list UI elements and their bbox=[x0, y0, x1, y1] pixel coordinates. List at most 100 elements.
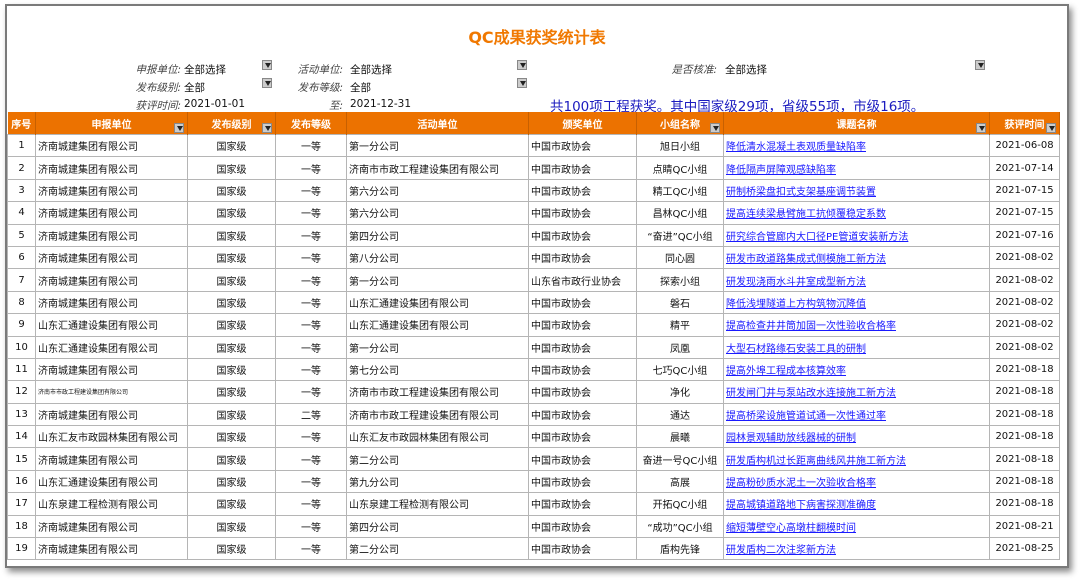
cell-topic[interactable]: 降低浅埋隧道上方构筑物沉降值 bbox=[723, 290, 990, 315]
filter-dropdown-icon[interactable] bbox=[1046, 123, 1056, 133]
topic-link[interactable]: 降低隔声屏障观感缺陷率 bbox=[726, 164, 836, 176]
cell-topic[interactable]: 大型石材路缘石安装工具的研制 bbox=[723, 335, 990, 359]
cell-topic[interactable]: 降低清水混凝土表观质量缺陷率 bbox=[723, 133, 990, 158]
cell-team: 探索小组 bbox=[636, 268, 724, 292]
cell-topic[interactable]: 提高桥梁设施管道试通一次性通过率 bbox=[723, 402, 990, 427]
topic-link[interactable]: 研制桥梁盘扣式支架基座调节装置 bbox=[726, 186, 876, 198]
topic-link[interactable]: 研发市政道路集成式侧模施工新方法 bbox=[726, 254, 886, 266]
cell-topic[interactable]: 研发现浇雨水斗井室成型新方法 bbox=[723, 268, 990, 292]
cell-topic[interactable]: 缩短薄壁空心高墩柱翻模时间 bbox=[723, 514, 990, 539]
topic-link[interactable]: 研究综合管廊内大口径PE管道安装新方法 bbox=[726, 231, 909, 243]
topic-link[interactable]: 提高检查井井筒加固一次性验收合格率 bbox=[726, 321, 896, 333]
cell-team: 磐石 bbox=[636, 290, 724, 315]
cell-level: 国家级 bbox=[187, 380, 276, 404]
cell-index: 4 bbox=[7, 201, 36, 225]
topic-link[interactable]: 缩短薄壁空心高墩柱翻模时间 bbox=[726, 522, 856, 534]
activity-filter-value: 全部选择 bbox=[350, 64, 392, 76]
approved-dropdown-icon[interactable] bbox=[975, 60, 985, 70]
level-dropdown-icon[interactable] bbox=[262, 78, 272, 88]
cell-awarder: 山东省市政行业协会 bbox=[528, 268, 637, 292]
cell-topic[interactable]: 研发市政道路集成式侧模施工新方法 bbox=[723, 245, 990, 270]
cell-level: 国家级 bbox=[187, 447, 276, 471]
cell-activity: 第二分公司 bbox=[346, 447, 529, 471]
cell-awarder: 中国市政协会 bbox=[528, 313, 637, 337]
grade-dropdown-icon[interactable] bbox=[517, 78, 527, 88]
cell-index: 16 bbox=[7, 469, 36, 494]
table-row: 3 济南城建集团有限公司 国家级 一等 第六分公司 中国市政协会 精工QC小组 研制桥梁盘扣式… bbox=[7, 178, 1060, 203]
cell-activity: 第七分公司 bbox=[346, 357, 529, 382]
cell-activity: 第一分公司 bbox=[346, 268, 529, 292]
topic-link[interactable]: 研发闸门井与泵站改水连接施工新方法 bbox=[726, 388, 896, 400]
table-row: 5 济南城建集团有限公司 国家级 一等 第四分公司 中国市政协会 “奋进”QC小组 研究综合管… bbox=[7, 223, 1060, 247]
table-row: 15 济南城建集团有限公司 国家级 一等 第二分公司 中国市政协会 奋进一号QC小组 研发盾构… bbox=[7, 447, 1060, 471]
table-row: 13 济南城建集团有限公司 国家级 二等 济南市市政工程建设集团有限公司 中国市政协会 通达… bbox=[7, 402, 1060, 427]
topic-link[interactable]: 研发盾构二次注浆新方法 bbox=[726, 545, 836, 557]
cell-index: 18 bbox=[7, 514, 36, 539]
cell-applicant: 济南城建集团有限公司 bbox=[35, 290, 188, 315]
activity-dropdown-icon[interactable] bbox=[517, 60, 527, 70]
table-row: 12 济南市市政工程建设集团有限公司 国家级 一等 济南市市政工程建设集团有限公司 中国市… bbox=[7, 380, 1060, 404]
date-from-input[interactable]: 2021-01-01 bbox=[184, 98, 246, 110]
topic-link[interactable]: 提高连续梁悬臂施工抗倾覆稳定系数 bbox=[726, 209, 886, 221]
table-row: 17 山东泉建工程检测有限公司 国家级 一等 山东泉建工程检测有限公司 中国市政协会 开拓Q… bbox=[7, 492, 1060, 516]
cell-index: 12 bbox=[7, 380, 36, 404]
cell-applicant: 山东汇通建设集团有限公司 bbox=[35, 335, 188, 359]
cell-grade: 一等 bbox=[275, 537, 347, 561]
filter-dropdown-icon[interactable] bbox=[262, 123, 272, 133]
cell-topic[interactable]: 园林景观辅助放线器械的研制 bbox=[723, 425, 990, 449]
cell-awarder: 中国市政协会 bbox=[528, 290, 637, 315]
cell-team: 盾构先锋 bbox=[636, 537, 724, 561]
filter-dropdown-icon[interactable] bbox=[710, 123, 720, 133]
cell-topic[interactable]: 研发闸门井与泵站改水连接施工新方法 bbox=[723, 380, 990, 404]
cell-activity: 第八分公司 bbox=[346, 245, 529, 270]
cell-topic[interactable]: 研制桥梁盘扣式支架基座调节装置 bbox=[723, 178, 990, 203]
header-col-date: 获评时间 bbox=[989, 112, 1060, 135]
topic-link[interactable]: 大型石材路缘石安装工具的研制 bbox=[726, 343, 866, 355]
table-row: 4 济南城建集团有限公司 国家级 一等 第六分公司 中国市政协会 昌林QC小组 提高连续梁悬臂… bbox=[7, 201, 1060, 225]
topic-link[interactable]: 提高城镇道路地下病害探测准确度 bbox=[726, 500, 876, 512]
cell-level: 国家级 bbox=[187, 245, 276, 270]
table-row: 11 济南城建集团有限公司 国家级 一等 第七分公司 中国市政协会 七巧QC小组 提高外埠工程… bbox=[7, 357, 1060, 382]
activity-filter-label: 活动单位: bbox=[297, 64, 343, 76]
cell-grade: 一等 bbox=[275, 223, 347, 247]
cell-date: 2021-07-15 bbox=[989, 178, 1060, 203]
cell-topic[interactable]: 提高粉砂质水泥土一次验收合格率 bbox=[723, 469, 990, 494]
topic-link[interactable]: 提高外埠工程成本核算效率 bbox=[726, 366, 846, 378]
cell-level: 国家级 bbox=[187, 313, 276, 337]
topic-link[interactable]: 提高桥梁设施管道试通一次性通过率 bbox=[726, 410, 886, 422]
table-row: 19 济南城建集团有限公司 国家级 一等 第二分公司 中国市政协会 盾构先锋 研发盾构二次注浆… bbox=[7, 537, 1060, 561]
topic-link[interactable]: 研发盾构机过长距离曲线风井施工新方法 bbox=[726, 455, 906, 467]
header-col-grade: 发布等级 bbox=[275, 112, 347, 135]
filter-dropdown-icon[interactable] bbox=[174, 123, 184, 133]
cell-index: 19 bbox=[7, 537, 36, 561]
cell-grade: 一等 bbox=[275, 425, 347, 449]
cell-index: 13 bbox=[7, 402, 36, 427]
cell-applicant: 山东汇通建设集团有限公司 bbox=[35, 469, 188, 494]
cell-topic[interactable]: 提高检查井井筒加固一次性验收合格率 bbox=[723, 313, 990, 337]
date-to-input[interactable]: 2021-12-31 bbox=[350, 98, 412, 110]
topic-link[interactable]: 研发现浇雨水斗井室成型新方法 bbox=[726, 276, 866, 288]
cell-applicant: 济南城建集团有限公司 bbox=[35, 178, 188, 203]
topic-link[interactable]: 降低清水混凝土表观质量缺陷率 bbox=[726, 142, 866, 154]
topic-link[interactable]: 提高粉砂质水泥土一次验收合格率 bbox=[726, 478, 876, 490]
cell-topic[interactable]: 研发盾构二次注浆新方法 bbox=[723, 537, 990, 561]
filter-dropdown-icon[interactable] bbox=[976, 123, 986, 133]
grade-filter-label: 发布等级: bbox=[297, 82, 343, 94]
cell-topic[interactable]: 提高城镇道路地下病害探测准确度 bbox=[723, 492, 990, 516]
cell-topic[interactable]: 提高外埠工程成本核算效率 bbox=[723, 357, 990, 382]
cell-topic[interactable]: 提高连续梁悬臂施工抗倾覆稳定系数 bbox=[723, 201, 990, 225]
cell-applicant: 山东汇友市政园林集团有限公司 bbox=[35, 425, 188, 449]
cell-team: 点睛QC小组 bbox=[636, 156, 724, 180]
cell-topic[interactable]: 研究综合管廊内大口径PE管道安装新方法 bbox=[723, 223, 990, 247]
table-row: 1 济南城建集团有限公司 国家级 一等 第一分公司 中国市政协会 旭日小组 降低清水混凝土表观… bbox=[7, 133, 1060, 158]
cell-topic[interactable]: 研发盾构机过长距离曲线风井施工新方法 bbox=[723, 447, 990, 471]
applicant-dropdown-icon[interactable] bbox=[262, 60, 272, 70]
cell-level: 国家级 bbox=[187, 156, 276, 180]
cell-topic[interactable]: 降低隔声屏障观感缺陷率 bbox=[723, 156, 990, 180]
topic-link[interactable]: 园林景观辅助放线器械的研制 bbox=[726, 433, 856, 445]
cell-date: 2021-08-18 bbox=[989, 425, 1060, 449]
topic-link[interactable]: 降低浅埋隧道上方构筑物沉降值 bbox=[726, 298, 866, 310]
cell-applicant: 济南城建集团有限公司 bbox=[35, 537, 188, 561]
cell-awarder: 中国市政协会 bbox=[528, 178, 637, 203]
header-col-awarder: 颁奖单位 bbox=[528, 112, 637, 135]
